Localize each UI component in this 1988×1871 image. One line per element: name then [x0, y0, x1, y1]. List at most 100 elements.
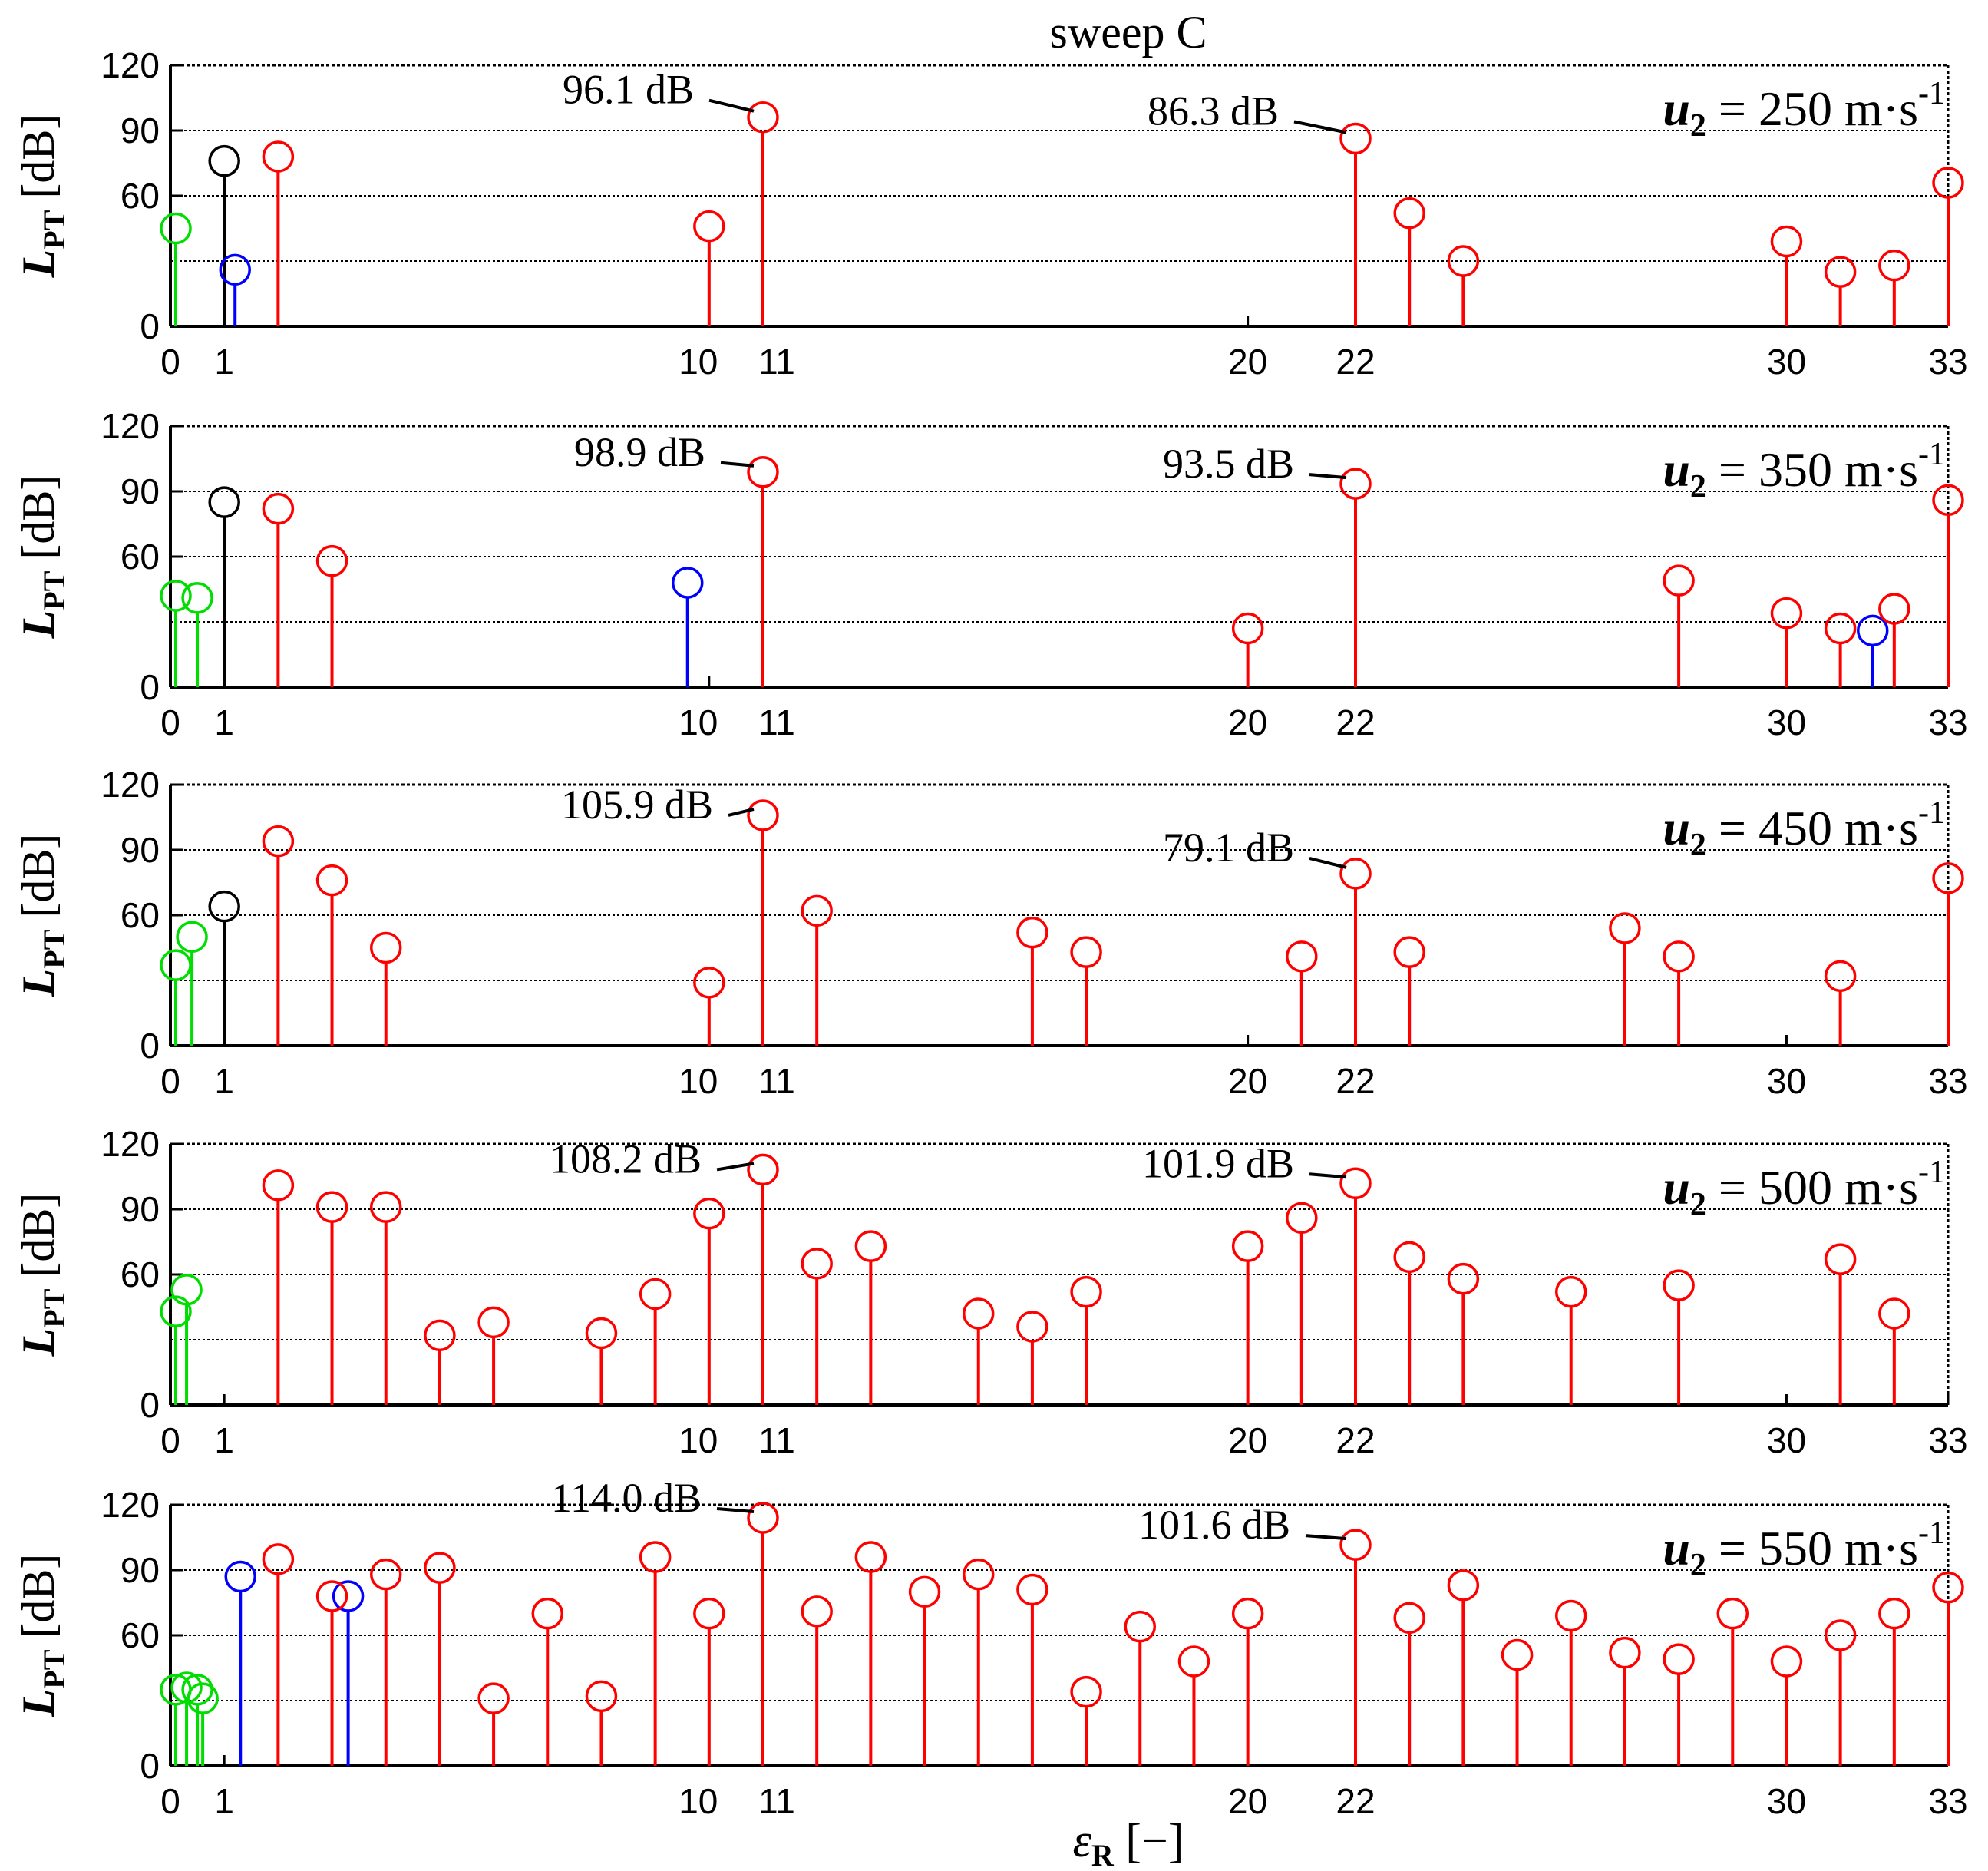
stem-marker [315, 544, 348, 577]
x-tick-label: 22 [1336, 342, 1375, 382]
stem-marker [585, 1317, 618, 1350]
x-tick-label: 20 [1228, 1420, 1267, 1460]
annotation-label: 98.9 dB [574, 429, 705, 475]
y-tick-label: 120 [101, 1124, 160, 1164]
stem-marker [208, 890, 240, 923]
x-tick-label: 20 [1228, 702, 1267, 742]
stem-marker [170, 1671, 203, 1704]
speed-label: u2 = 250 m·s-1 [1663, 76, 1945, 144]
stem-marker [1393, 1241, 1425, 1274]
y-tick-label: 60 [121, 176, 160, 216]
x-tick-label: 30 [1767, 702, 1806, 742]
stem-marker [1016, 1573, 1048, 1606]
y-tick-label: 90 [121, 830, 160, 870]
stem-marker [208, 486, 240, 518]
stem-marker [671, 567, 704, 599]
speed-label: u2 = 350 m·s-1 [1663, 437, 1945, 504]
stem-marker [1447, 1569, 1480, 1602]
stem-marker [1070, 1275, 1102, 1308]
stem-marker [1932, 167, 1964, 199]
x-tick-label: 10 [679, 1420, 718, 1460]
y-tick-label: 120 [101, 406, 160, 446]
annotation-leader [1309, 856, 1347, 869]
x-tick-label: 0 [160, 342, 180, 382]
x-tick-label: 1 [214, 702, 234, 742]
stem-marker [181, 582, 213, 614]
stem-marker [693, 210, 725, 243]
stem-marker [187, 1682, 219, 1714]
stem-marker [1609, 1636, 1641, 1669]
stem-marker [1824, 256, 1857, 288]
stem-marker [424, 1552, 456, 1584]
stem-marker [1339, 468, 1372, 500]
stem-marker [1016, 916, 1048, 949]
y-tick-label: 90 [121, 111, 160, 150]
annotation-leader [1309, 473, 1347, 480]
x-tick-label: 1 [214, 1420, 234, 1460]
y-tick-label: 120 [101, 1485, 160, 1525]
stem-marker [1878, 1597, 1910, 1630]
annotation-label: 79.1 dB [1163, 825, 1294, 871]
stem-marker [1339, 122, 1372, 155]
stem-marker [1716, 1597, 1749, 1630]
annotation-label: 101.9 dB [1142, 1140, 1294, 1186]
stem-marker [1663, 1269, 1695, 1301]
x-tick-label: 10 [679, 702, 718, 742]
x-tick-label: 33 [1928, 702, 1967, 742]
stem-marker [208, 144, 240, 177]
stem-marker [181, 1674, 213, 1706]
y-axis-label: LPT [dB] [13, 834, 71, 998]
x-tick-label: 11 [758, 1061, 795, 1101]
x-tick-label: 20 [1228, 342, 1267, 382]
stem-marker [262, 140, 295, 173]
annotation-label: 108.2 dB [550, 1135, 702, 1182]
stem-marker [1231, 1597, 1264, 1630]
y-tick-label: 60 [121, 1615, 160, 1655]
x-tick-label: 1 [214, 1061, 234, 1101]
y-axis-label: LPT [dB] [13, 475, 71, 640]
stem-marker [315, 1191, 348, 1223]
annotation-leader [1309, 1172, 1347, 1179]
stem-marker [1856, 614, 1889, 647]
annotation-label: 101.6 dB [1138, 1502, 1290, 1548]
x-tick-label: 1 [214, 342, 234, 382]
x-tick-label: 10 [679, 342, 718, 382]
x-tick-label: 0 [160, 1420, 180, 1460]
stem-marker [369, 1191, 402, 1223]
stem-marker [1663, 564, 1695, 597]
x-tick-label: 22 [1336, 1420, 1375, 1460]
stem-marker [747, 799, 779, 831]
stem-marker [1770, 225, 1803, 258]
stem-marker [585, 1680, 618, 1713]
stem-marker [854, 1541, 887, 1573]
stem-marker [315, 1580, 348, 1612]
stem-marker [160, 212, 192, 245]
y-tick-label: 60 [121, 1254, 160, 1294]
y-tick-label: 0 [140, 1746, 160, 1786]
stem-marker [908, 1575, 941, 1608]
stem-marker [1447, 1262, 1480, 1295]
stem-marker [477, 1306, 510, 1339]
stem-marker [1824, 960, 1857, 993]
stem-marker [262, 1543, 295, 1575]
stem-marker [369, 931, 402, 964]
stem-marker [1447, 245, 1480, 277]
x-tick-label: 33 [1928, 1781, 1967, 1821]
annotation-label: 96.1 dB [563, 67, 694, 113]
stem-marker [747, 1153, 779, 1186]
y-tick-label: 0 [140, 1385, 160, 1425]
stem-marker [693, 967, 725, 999]
stem-marker [1070, 1675, 1102, 1708]
stem-marker [1393, 1602, 1425, 1635]
stem-marker [1554, 1599, 1587, 1632]
stem-marker [1663, 940, 1695, 973]
stem-marker [219, 253, 251, 286]
annotation-leader [716, 1507, 755, 1513]
stem-marker [1339, 1529, 1372, 1561]
stem-marker [1070, 936, 1102, 968]
stem-marker [1878, 1297, 1910, 1330]
stem-marker [639, 1278, 672, 1311]
x-tick-label: 33 [1928, 1061, 1967, 1101]
